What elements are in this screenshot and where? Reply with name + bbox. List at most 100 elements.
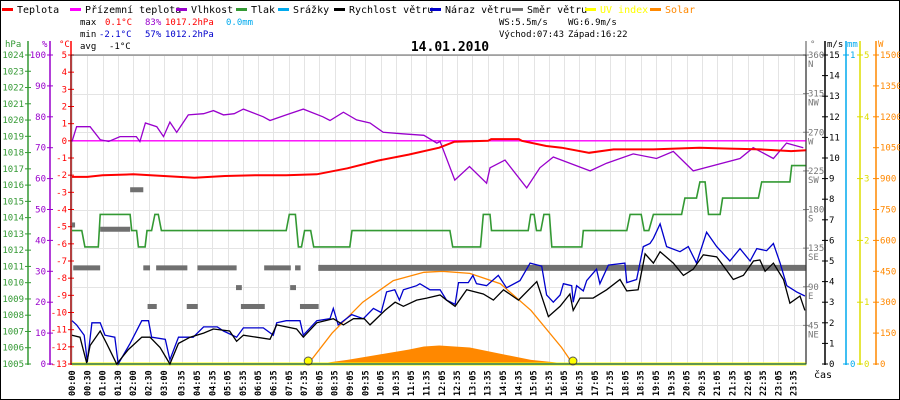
- axis-header-degC: °C: [59, 40, 70, 50]
- direction-degree-label: 180: [808, 206, 824, 216]
- x-tick-label: 06:35: [269, 370, 279, 396]
- temperature-axis-tick-label: -9: [56, 291, 67, 301]
- wind-speed-axis-tick-label: 15: [829, 51, 840, 61]
- sunrise-marker: [303, 356, 313, 366]
- direction-compass-label: S: [808, 215, 813, 225]
- sunset-marker: [568, 356, 578, 366]
- direction-compass-label: NW: [808, 99, 819, 109]
- wind-direction-segment: [100, 226, 131, 232]
- wind-speed-axis-tick-label: 1: [829, 339, 834, 349]
- uv-axis-tick-label: 4: [864, 113, 869, 123]
- series-tlak: [72, 164, 807, 248]
- temperature-axis-tick-label: -12: [51, 343, 67, 353]
- pressure-axis-tick-label: 1015: [2, 197, 24, 207]
- temperature-axis-tick-label: 2: [62, 103, 67, 113]
- legend-label-6: Náraz větru: [445, 4, 511, 16]
- temperature-axis-tick-label: -5: [56, 223, 67, 233]
- wind-speed-axis-tick-label: 10: [829, 154, 840, 164]
- wind-direction-segment: [240, 303, 265, 309]
- direction-degree-label: 90: [808, 283, 819, 293]
- legend-label-9: Solar: [665, 5, 695, 16]
- axis-header-ms: m/s: [827, 40, 843, 50]
- pressure-axis-tick-label: 1017: [2, 165, 24, 175]
- x-tick-label: 03:35: [178, 370, 188, 396]
- x-tick-label: 05:35: [239, 370, 249, 396]
- x-axis-title: čas: [814, 369, 832, 381]
- uv-axis-tick-label: 5: [864, 51, 869, 61]
- direction-degree-label: 135: [808, 244, 824, 254]
- wind-speed-axis-tick-label: 11: [829, 133, 840, 143]
- legend-label-1: Přízemní teplota: [85, 4, 181, 16]
- legend-swatch: [585, 8, 596, 11]
- series-solar-theoretical-: [307, 270, 574, 365]
- pressure-axis-tick-label: 1021: [2, 100, 24, 110]
- x-tick-label: 01:00: [99, 370, 109, 396]
- wind-direction-segment: [290, 285, 296, 291]
- wind-speed-axis-tick-label: 14: [829, 72, 840, 82]
- legend-swatch: [334, 8, 345, 11]
- x-tick-label: 15:05: [530, 370, 540, 396]
- temperature-axis-tick-label: -3: [56, 188, 67, 198]
- direction-degree-label: 270: [808, 128, 824, 138]
- legend-label-3: Tlak: [251, 5, 275, 16]
- x-tick-label: 10:05: [377, 370, 387, 396]
- direction-degree-label: 225: [808, 167, 824, 177]
- temperature-axis-tick-label: -1: [56, 154, 67, 164]
- plot-background: [71, 55, 806, 364]
- wind-speed-axis-tick-label: 3: [829, 298, 834, 308]
- stat-avg-label: avg: [80, 42, 96, 52]
- stat-max-pressure: 1017.2hPa: [165, 18, 214, 28]
- wind-direction-segment: [143, 265, 151, 271]
- solar-axis-tick-label: 0: [880, 360, 885, 370]
- stat-min-label: min: [80, 30, 96, 40]
- humidity-axis-tick-label: 30: [35, 267, 46, 277]
- series-vlhkost: [71, 108, 804, 190]
- humidity-axis-tick-label: 80: [35, 113, 46, 123]
- x-tick-label: 20:35: [698, 370, 708, 396]
- wind-speed-axis-tick-label: 9: [829, 175, 834, 185]
- direction-degree-label: 315: [808, 90, 824, 100]
- x-tick-label: 07:35: [300, 370, 310, 396]
- x-tick-label: 13:35: [484, 370, 494, 396]
- humidity-axis-tick-label: 90: [35, 82, 46, 92]
- x-tick-label: 09:35: [361, 370, 371, 396]
- wind-direction-segment: [130, 187, 144, 193]
- x-tick-label: 17:05: [591, 370, 601, 396]
- pressure-axis-tick-label: 1014: [2, 214, 24, 224]
- solar-axis-tick-label: 1350: [880, 82, 900, 92]
- x-tick-label: 04:05: [193, 370, 203, 396]
- temperature-axis-tick-label: -11: [51, 326, 67, 336]
- x-tick-label: 18:05: [621, 370, 631, 396]
- wind-direction-segment: [299, 303, 319, 309]
- x-tick-label: 01:30: [114, 370, 124, 396]
- direction-compass-label: W: [808, 137, 814, 147]
- temperature-axis-tick-label: 5: [62, 51, 67, 61]
- pressure-axis-tick-label: 1013: [2, 230, 24, 240]
- pressure-axis-tick-label: 1022: [2, 84, 24, 94]
- pressure-axis-tick-label: 1016: [2, 181, 24, 191]
- temperature-axis-tick-label: -7: [56, 257, 67, 267]
- legend-swatch: [650, 8, 661, 11]
- humidity-axis-tick-label: 20: [35, 298, 46, 308]
- legend-swatch: [430, 8, 441, 11]
- temperature-axis-tick-label: -6: [56, 240, 67, 250]
- legend-swatch: [512, 8, 523, 11]
- wind-direction-segment: [318, 264, 807, 271]
- pressure-axis-tick-label: 1012: [2, 246, 24, 256]
- pressure-axis-tick-label: 1005: [2, 360, 24, 370]
- temperature-axis-tick-label: -10: [51, 309, 67, 319]
- x-tick-label: 06:05: [254, 370, 264, 396]
- solar-axis-tick-label: 600: [880, 236, 896, 246]
- stat-wind-gust: WG:6.9m/s: [568, 18, 617, 28]
- x-tick-label: 10:35: [392, 370, 402, 396]
- pressure-axis-tick-label: 1008: [2, 311, 24, 321]
- x-tick-label: 16:05: [560, 370, 570, 396]
- legend-swatch: [70, 8, 81, 11]
- humidity-axis-tick-label: 50: [35, 206, 46, 216]
- wind-speed-axis-tick-label: 7: [829, 216, 834, 226]
- solar-axis-tick-label: 300: [880, 298, 896, 308]
- wind-direction-segment: [72, 222, 76, 228]
- wind-direction-segment: [197, 265, 237, 271]
- stat-avg-temp: -1°C: [109, 42, 131, 52]
